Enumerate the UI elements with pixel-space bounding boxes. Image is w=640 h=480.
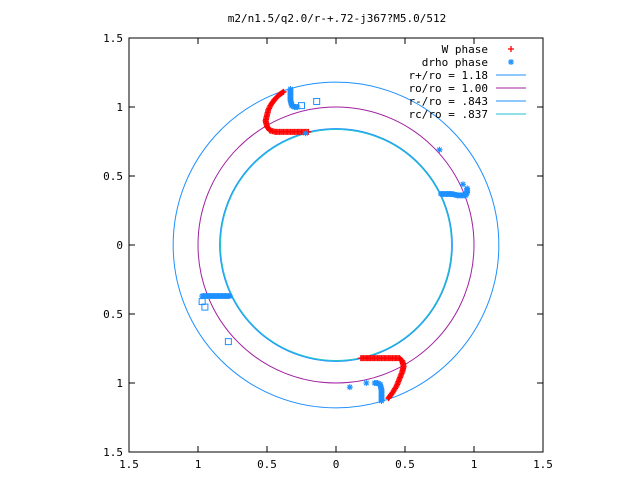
- reference-circle: [219, 128, 453, 362]
- drho-phase-point: [371, 380, 378, 386]
- y-tick-label: 0.5: [103, 170, 123, 183]
- drho-phase-point: [346, 384, 353, 391]
- square-point: [224, 338, 232, 346]
- legend-label: rc/ro = .837: [409, 108, 488, 121]
- y-tick-label: 1.5: [103, 32, 123, 45]
- drho-phase-point: [459, 181, 466, 188]
- tick-marks: [128, 37, 544, 453]
- reference-circle: [219, 128, 453, 362]
- drho-phase-point: [363, 380, 370, 386]
- drho-phase-point: [464, 185, 471, 192]
- legend-label: ro/ro = 1.00: [409, 82, 488, 95]
- square-point: [198, 298, 206, 306]
- legend-label: r+/ro = 1.18: [409, 69, 488, 82]
- reference-circle: [172, 81, 500, 409]
- x-tick-label: 0: [333, 458, 340, 471]
- x-tick-label: 0.5: [395, 458, 415, 471]
- x-tick-label: 1.5: [533, 458, 553, 471]
- y-tick-label: 1.5: [103, 446, 123, 459]
- legend-label: W phase: [442, 43, 488, 56]
- drho-phase-point: [294, 104, 301, 110]
- x-tick-label: 1: [471, 458, 478, 471]
- x-tick-label: 1.5: [119, 458, 139, 471]
- drho-phase-point: [226, 293, 233, 300]
- data-markers: [198, 86, 471, 404]
- x-tick-label: 0.5: [257, 458, 277, 471]
- legend-label: r-/ro = .843: [409, 95, 488, 108]
- y-tick-label: 0.5: [103, 308, 123, 321]
- chart-title: m2/n1.5/q2.0/r-+.72-j367?M5.0/512: [228, 12, 447, 25]
- reference-circles: [172, 81, 500, 409]
- y-tick-label: 0: [116, 239, 123, 252]
- legend-marker-plus: [508, 46, 514, 52]
- legend-label: drho phase: [422, 56, 488, 69]
- legend-marker-star: [508, 59, 514, 65]
- reference-circle: [197, 106, 475, 384]
- drho-phase-point: [302, 130, 309, 137]
- y-tick-label: 1: [116, 101, 123, 114]
- w-phase-point: [357, 355, 364, 362]
- y-tick-label: 1: [116, 377, 123, 390]
- tick-labels: 1.5 1 0.5 0 0.5 1 1.51.510.500.511.5: [103, 32, 553, 471]
- drho-phase-point: [436, 146, 443, 153]
- x-tick-label: 1: [195, 458, 202, 471]
- square-point: [313, 97, 321, 105]
- square-point: [298, 102, 305, 110]
